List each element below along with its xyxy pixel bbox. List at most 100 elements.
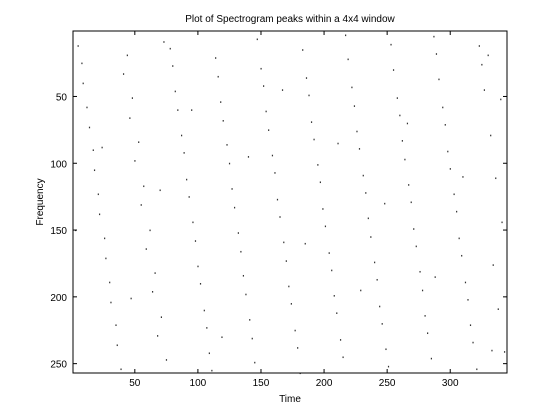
data-point <box>297 347 299 349</box>
data-point <box>384 202 386 205</box>
data-point <box>208 352 210 355</box>
data-point <box>356 130 358 133</box>
data-point <box>151 291 154 293</box>
data-point <box>192 221 194 224</box>
data-point <box>472 341 474 344</box>
data-point <box>347 58 349 61</box>
y-tick-label: 250 <box>50 360 67 371</box>
data-point <box>430 357 432 360</box>
data-point <box>367 217 369 220</box>
data-point <box>271 154 274 157</box>
y-tick-label: 50 <box>56 92 68 103</box>
data-point <box>345 34 347 37</box>
data-point <box>109 281 111 284</box>
data-point <box>481 63 483 66</box>
data-point <box>228 162 231 165</box>
data-point <box>143 185 145 188</box>
data-point <box>222 120 224 122</box>
data-point <box>433 35 435 38</box>
data-point <box>310 121 313 123</box>
x-tick-label: 250 <box>379 378 396 389</box>
data-point <box>203 309 205 312</box>
data-point <box>134 160 136 162</box>
data-point <box>172 65 174 67</box>
data-point <box>339 339 342 341</box>
data-point <box>157 335 159 337</box>
data-point <box>163 41 165 43</box>
data-point <box>336 312 338 314</box>
data-point <box>285 260 287 262</box>
data-point <box>247 156 250 158</box>
data-point <box>413 228 415 230</box>
data-point <box>165 359 168 361</box>
data-point <box>358 148 361 150</box>
data-point <box>140 204 142 206</box>
data-point <box>447 150 449 153</box>
data-point <box>242 274 245 277</box>
data-point <box>98 213 101 216</box>
data-point <box>249 319 251 321</box>
data-point <box>199 282 202 285</box>
data-point <box>116 344 118 347</box>
data-point <box>399 114 401 117</box>
data-point <box>313 138 315 141</box>
data-point <box>476 368 478 371</box>
data-point <box>442 106 444 109</box>
data-point <box>501 221 503 224</box>
data-point <box>381 323 383 325</box>
data-point <box>197 265 199 268</box>
data-point <box>217 75 219 78</box>
data-point <box>449 168 451 170</box>
data-point <box>211 369 213 372</box>
data-point <box>294 329 296 332</box>
data-point <box>342 356 344 359</box>
data-point <box>92 149 94 151</box>
data-point <box>322 208 324 210</box>
data-point <box>279 216 281 218</box>
data-point <box>93 169 96 172</box>
data-point <box>138 141 140 143</box>
data-point <box>254 361 256 364</box>
x-tick-label: 50 <box>129 378 141 389</box>
data-point <box>379 305 381 308</box>
data-point <box>154 272 156 274</box>
data-point <box>105 257 107 260</box>
data-point <box>401 140 403 142</box>
data-point <box>101 146 103 149</box>
data-point <box>487 54 489 57</box>
data-point <box>351 86 353 89</box>
data-point <box>268 129 270 131</box>
data-point <box>160 316 163 318</box>
data-point <box>231 188 233 190</box>
data-point <box>317 164 319 166</box>
data-point <box>283 241 285 244</box>
data-point <box>97 193 99 196</box>
x-tick-label: 300 <box>442 378 459 389</box>
x-tick-label: 100 <box>190 378 207 389</box>
data-point <box>491 349 493 352</box>
data-point <box>305 77 308 79</box>
data-point <box>120 368 122 371</box>
data-point <box>88 126 91 129</box>
data-point <box>376 278 378 281</box>
data-point <box>435 53 438 55</box>
data-points <box>75 34 506 375</box>
data-point <box>495 177 497 180</box>
data-point <box>194 240 197 242</box>
data-point <box>319 181 321 184</box>
data-point <box>469 324 472 327</box>
data-point <box>424 315 426 317</box>
data-point <box>453 193 455 196</box>
data-point <box>387 365 390 368</box>
data-point <box>461 254 463 257</box>
x-tick-label: 150 <box>253 378 270 389</box>
y-tick-label: 150 <box>50 226 67 237</box>
data-point <box>122 73 125 75</box>
data-point <box>408 184 410 186</box>
data-point <box>360 289 362 292</box>
data-point <box>302 49 304 51</box>
data-point <box>406 122 409 125</box>
data-point <box>365 192 367 194</box>
data-point <box>438 78 440 81</box>
data-point <box>110 301 112 304</box>
